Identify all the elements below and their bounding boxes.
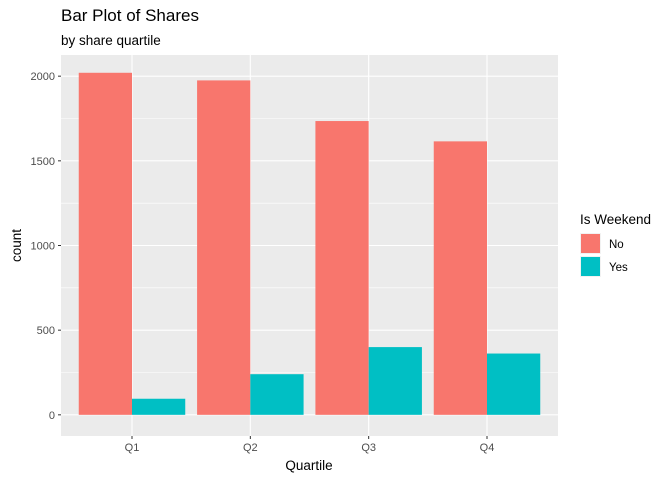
y-tick-label: 500 <box>37 325 55 337</box>
legend-swatch-no <box>581 234 600 253</box>
y-tick-label: 1000 <box>31 241 55 253</box>
bars <box>78 72 541 415</box>
y-tick-label: 1500 <box>31 156 55 168</box>
x-axis-title: Quartile <box>285 458 332 473</box>
y-tick-label: 0 <box>49 410 55 422</box>
bar-yes-q4 <box>487 353 541 415</box>
bar-no-q4 <box>433 141 487 415</box>
bar-yes-q3 <box>368 347 422 415</box>
legend-title: Is Weekend <box>580 212 651 227</box>
y-axis-title: count <box>9 229 24 262</box>
bar-no-q3 <box>315 121 369 415</box>
chart-subtitle: by share quartile <box>61 33 161 48</box>
chart-title: Bar Plot of Shares <box>61 6 199 25</box>
bar-no-q1 <box>78 72 132 415</box>
bar-yes-q1 <box>132 398 186 415</box>
legend-label-yes: Yes <box>609 262 628 274</box>
legend-swatch-yes <box>581 257 600 276</box>
x-tick-label: Q3 <box>361 442 376 454</box>
x-axis-ticks: Q1 Q2 Q3 Q4 <box>125 436 495 454</box>
bar-yes-q2 <box>250 374 304 415</box>
legend-label-no: No <box>609 239 624 251</box>
legend: Is Weekend No Yes <box>580 212 651 277</box>
x-tick-label: Q4 <box>480 442 495 454</box>
x-tick-label: Q1 <box>125 442 140 454</box>
x-tick-label: Q2 <box>243 442 258 454</box>
y-axis-ticks: 0 500 1000 1500 2000 <box>31 71 61 422</box>
y-tick-label: 2000 <box>31 71 55 83</box>
bar-no-q2 <box>197 80 251 415</box>
